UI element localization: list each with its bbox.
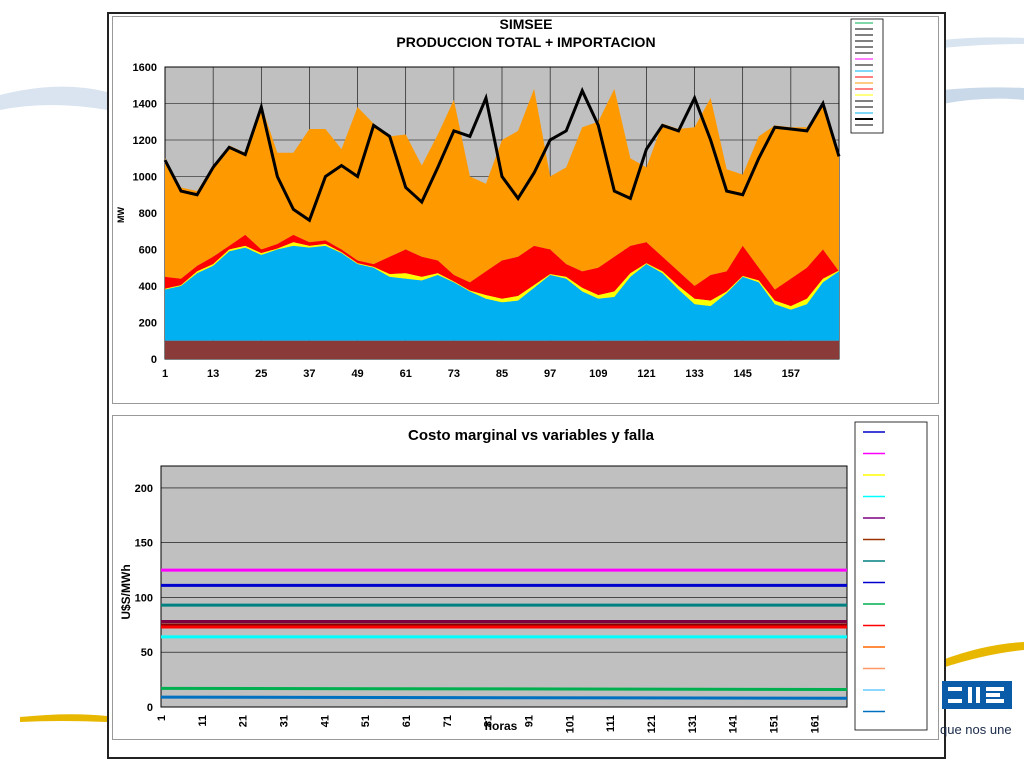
chart2-xtick-label: 31 [279, 715, 291, 727]
chart1-xtick-label: 109 [589, 368, 607, 380]
chart1-legend [850, 18, 884, 134]
tagline: que nos une [940, 722, 1012, 737]
chart2-xtick-label: 131 [687, 715, 699, 733]
chart2-ytick-label: 0 [147, 702, 153, 714]
chart1-ytick-label: 1000 [133, 172, 157, 184]
chart2-ylabel: U$S/MWh [119, 564, 133, 619]
chart1-xtick-label: 61 [400, 368, 412, 380]
chart2-xlabel: horas [485, 719, 518, 733]
chart2-legend [854, 421, 928, 731]
chart2-ytick-label: 200 [135, 483, 153, 495]
area-base-generation [165, 340, 839, 359]
area-wind [165, 242, 839, 310]
chart1-ytick-label: 400 [139, 281, 157, 293]
chart1-xtick-label: 1 [162, 368, 168, 380]
chart2-xtick-label: 1 [156, 715, 168, 721]
chart2-xtick-label: 71 [442, 715, 454, 727]
chart2-xtick-label: 161 [809, 715, 821, 733]
chart1-ytick-label: 1600 [133, 62, 157, 74]
chart1-xtick-label: 121 [637, 368, 655, 380]
chart1-xtick-label: 145 [734, 368, 752, 380]
chart1-ytick-label: 200 [139, 318, 157, 330]
chart-panel-marginal-cost: Costo marginal vs variables y falla U$S/… [112, 415, 939, 740]
chart2-xtick-label: 11 [197, 715, 209, 727]
chart1-ytick-label: 600 [139, 245, 157, 257]
chart2-xtick-label: 121 [646, 715, 658, 733]
chart2-xtick-label: 101 [564, 715, 576, 733]
chart1-title: SIMSEE [500, 17, 553, 32]
production-chart: SIMSEE PRODUCCION TOTAL + IMPORTACION MW… [116, 16, 884, 380]
chart2-xtick-label: 151 [769, 715, 781, 733]
chart2-xtick-label: 61 [401, 715, 413, 727]
chart1-xtick-label: 37 [303, 368, 315, 380]
chart-panel-production: SIMSEE PRODUCCION TOTAL + IMPORTACION MW… [112, 16, 939, 404]
cost-series-line-8 [160, 686, 848, 691]
chart1-legend-box [850, 18, 884, 134]
chart2-ytick-label: 50 [141, 647, 153, 659]
chart1-ylabel: MW [116, 207, 126, 223]
chart1-ytick-label: 0 [151, 354, 157, 366]
chart2-xtick-label: 91 [524, 715, 536, 727]
chart2-title: Costo marginal vs variables y falla [408, 427, 655, 444]
chart2-xtick-label: 141 [728, 715, 740, 733]
chart2-ytick-label: 100 [135, 592, 153, 604]
chart2-xtick-label: 21 [238, 715, 250, 727]
area-hydro [165, 245, 839, 341]
chart1-xtick-label: 133 [685, 368, 703, 380]
chart1-ytick-label: 1400 [133, 99, 157, 111]
chart1-xtick-label: 13 [207, 368, 219, 380]
chart1-xtick-label: 85 [496, 368, 508, 380]
chart2-xtick-label: 81 [483, 715, 495, 727]
demand-line [163, 86, 841, 223]
chart2-legend-box [854, 421, 928, 731]
marginal-cost-chart: Costo marginal vs variables y falla U$S/… [119, 421, 928, 733]
chart2-xtick-label: 51 [360, 715, 372, 727]
company-logo [942, 681, 1012, 709]
chart1-xtick-label: 73 [448, 368, 460, 380]
chart1-xtick-label: 25 [255, 368, 267, 380]
chart1-ytick-label: 800 [139, 208, 157, 220]
chart2-xtick-label: 111 [605, 715, 617, 732]
chart1-subtitle: PRODUCCION TOTAL + IMPORTACION [396, 34, 655, 50]
cost-series-line-9 [160, 695, 848, 700]
chart1-xtick-label: 97 [544, 368, 556, 380]
chart2-xtick-label: 41 [319, 715, 331, 727]
area-thermal [165, 234, 839, 307]
chart1-ytick-label: 1200 [133, 135, 157, 147]
chart2-ytick-label: 150 [135, 538, 153, 550]
chart1-xtick-label: 49 [351, 368, 363, 380]
chart1-xtick-label: 157 [782, 368, 800, 380]
